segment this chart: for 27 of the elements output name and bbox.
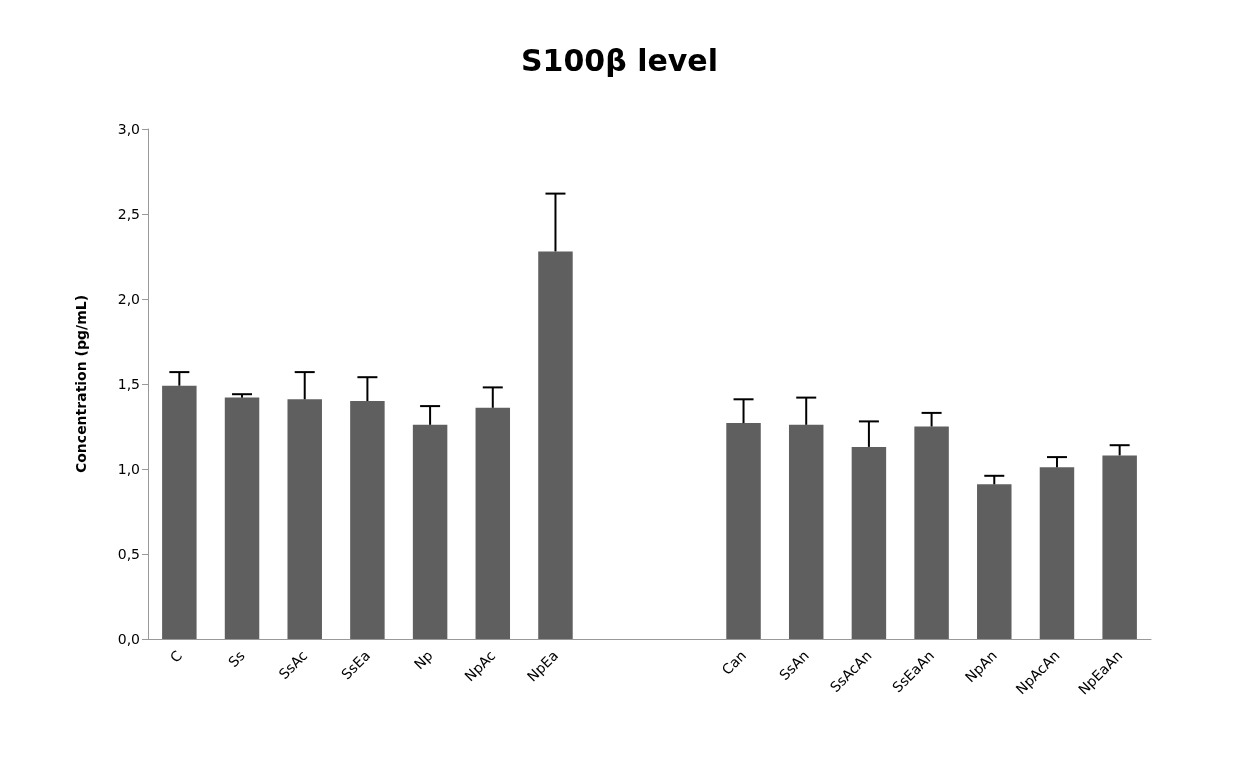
y-tick-label: 3,0 xyxy=(117,121,140,137)
y-tick-label: 1,0 xyxy=(117,461,140,477)
x-tick-label: Np xyxy=(410,647,436,673)
bar xyxy=(538,251,573,639)
bar xyxy=(851,446,887,639)
y-tick-label: 2,0 xyxy=(117,291,140,307)
chart-title: S100β level xyxy=(521,42,718,78)
bar xyxy=(788,424,824,639)
x-tick-label: Ss xyxy=(224,647,248,671)
y-tick-label: 0,5 xyxy=(117,546,140,562)
bar xyxy=(914,426,949,639)
y-tick-label: 0,0 xyxy=(117,631,140,647)
bar xyxy=(1039,467,1075,639)
y-axis-title: Concentration (pg/mL) xyxy=(73,294,89,474)
bar xyxy=(162,385,197,639)
bar xyxy=(287,399,322,639)
x-tick-label: Can xyxy=(718,647,750,678)
bar xyxy=(475,407,511,639)
bar xyxy=(977,484,1012,639)
bar xyxy=(350,401,385,639)
bar xyxy=(1102,455,1137,639)
y-tick-label: 2,5 xyxy=(117,206,140,222)
x-tick-label: C xyxy=(166,647,185,666)
bar xyxy=(224,397,260,639)
y-tick-label: 1,5 xyxy=(117,376,140,392)
bar xyxy=(412,424,448,639)
bar xyxy=(726,423,761,639)
